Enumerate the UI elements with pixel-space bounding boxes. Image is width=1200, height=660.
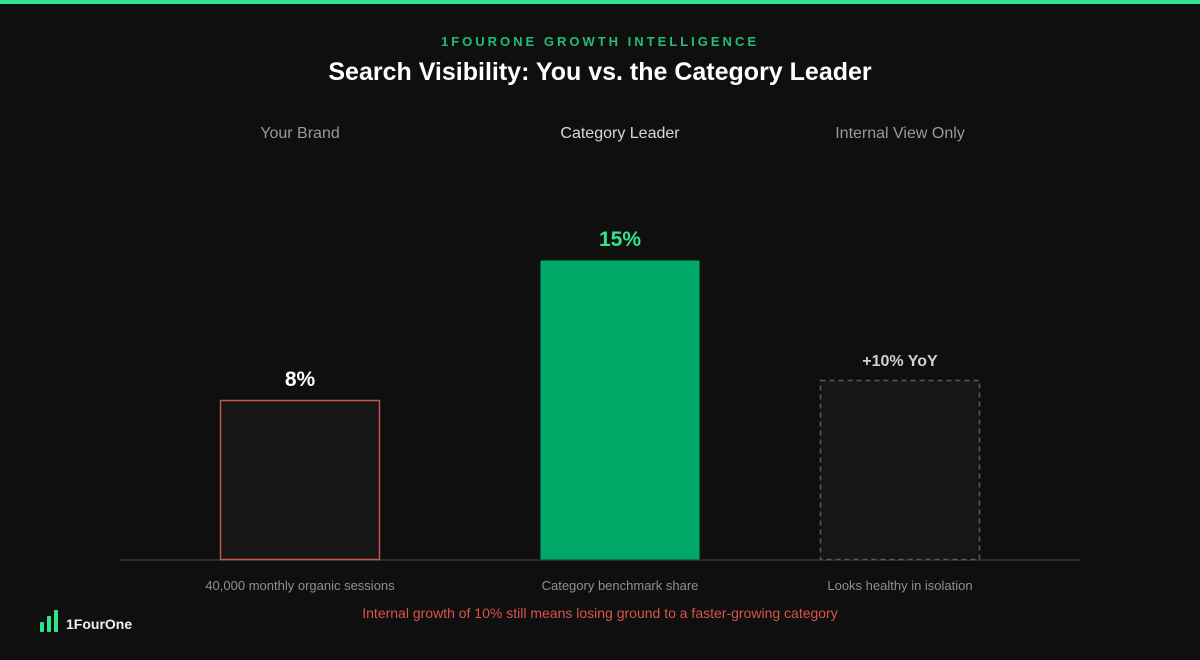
eyebrow-label: 1FOURONE GROWTH INTELLIGENCE [441, 34, 759, 49]
data-label-your-brand: 8% [285, 368, 316, 391]
footer-internal-view: Looks healthy in isolation [827, 578, 973, 593]
footer-category-leader: Category benchmark share [541, 578, 699, 593]
column-header-internal-view: Internal View Only [835, 125, 965, 142]
footer-your-brand: 40,000 monthly organic sessions [205, 578, 395, 593]
column-header-your-brand: Your Brand [260, 125, 340, 142]
warning-note: Internal growth of 10% still means losin… [362, 605, 838, 621]
top-accent-bar [0, 0, 1200, 4]
brand-logo: 1FourOne [40, 610, 132, 632]
bar-internal-view [819, 379, 981, 561]
bar-category-leader [540, 260, 700, 560]
bar-chart-icon [40, 610, 58, 632]
column-header-category-leader: Category Leader [560, 125, 680, 142]
brand-name: 1FourOne [66, 616, 133, 632]
bar-your-brand [219, 399, 381, 561]
data-label-category-leader: 15% [599, 228, 641, 251]
chart-title: Search Visibility: You vs. the Category … [328, 58, 872, 86]
data-label-internal-view: +10% YoY [862, 353, 938, 370]
